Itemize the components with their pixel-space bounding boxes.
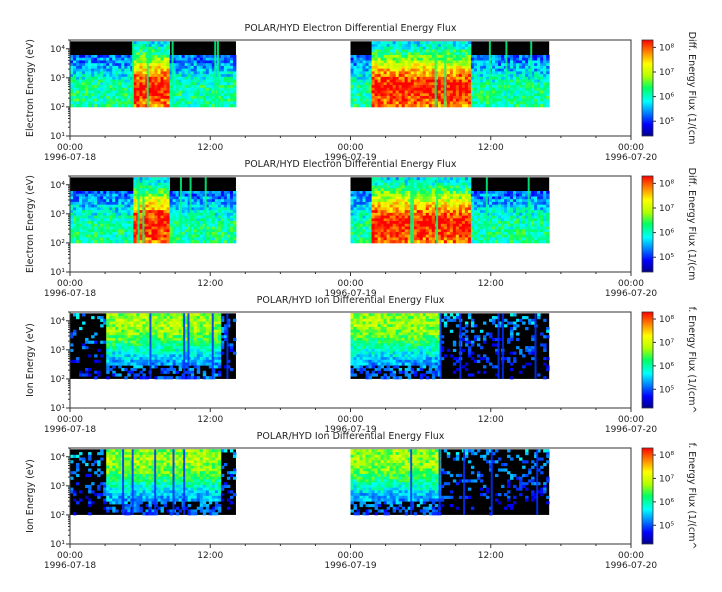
spectrogram-segment [350, 177, 550, 244]
x-tick-date: 1996-07-19 [324, 561, 377, 571]
y-tick-label: 10⁴ [50, 317, 65, 327]
colorbar-label: f. Energy Flux (1/(cm^ [686, 443, 697, 550]
y-axis-label: Ion Energy (eV) [25, 323, 36, 397]
y-tick-label: 10² [50, 239, 65, 249]
panel-3: POLAR/HYD Ion Differential Energy Flux 10… [25, 295, 697, 435]
colorbar-tick-label: 10⁶ [659, 229, 674, 239]
colorbar [641, 311, 654, 409]
colorbar-tick-label: 10⁵ [659, 117, 674, 127]
x-tick-time: 00:00 [57, 143, 83, 153]
x-tick-time: 12:00 [478, 279, 504, 289]
colorbar-tick-label: 10⁸ [659, 179, 674, 189]
x-tick-time: 12:00 [197, 279, 223, 289]
x-tick-time: 12:00 [478, 143, 504, 153]
colorbar-tick-label: 10⁵ [659, 253, 674, 263]
x-tick-date: 1996-07-20 [605, 153, 658, 163]
x-tick-time: 00:00 [57, 551, 83, 561]
y-tick-label: 10² [50, 103, 65, 113]
colorbar-label: f. Energy Flux (1/(cm^ [686, 307, 697, 414]
panel-1: POLAR/HYD Electron Differential Energy F… [25, 23, 697, 163]
colorbar-tick-label: 10⁷ [659, 204, 674, 214]
colorbar-tick-label: 10⁷ [659, 338, 674, 348]
x-tick-time: 12:00 [197, 415, 223, 425]
colorbar-tick-label: 10⁶ [659, 362, 674, 372]
colorbar-tick-label: 10⁷ [659, 474, 674, 484]
x-tick-time: 12:00 [478, 415, 504, 425]
y-tick-label: 10³ [50, 346, 65, 356]
x-tick-time: 00:00 [57, 415, 83, 425]
colorbar-tick-label: 10⁷ [659, 68, 674, 78]
x-tick-time: 12:00 [197, 551, 223, 561]
y-tick-label: 10¹ [50, 540, 65, 550]
colorbar [641, 39, 654, 137]
x-tick-time: 00:00 [338, 143, 364, 153]
spectrogram-segment [70, 313, 237, 380]
x-tick-date: 1996-07-20 [605, 425, 658, 435]
y-tick-label: 10² [50, 511, 65, 521]
colorbar-tick-label: 10⁶ [659, 93, 674, 103]
panel-title: POLAR/HYD Ion Differential Energy Flux [257, 431, 445, 442]
spectrogram-segment [70, 41, 237, 108]
x-tick-date: 1996-07-18 [44, 561, 97, 571]
x-tick-date: 1996-07-18 [44, 153, 97, 163]
y-tick-label: 10¹ [50, 268, 65, 278]
x-tick-time: 00:00 [618, 143, 644, 153]
panel-4: POLAR/HYD Ion Differential Energy Flux 10… [25, 431, 697, 571]
y-tick-label: 10² [50, 375, 65, 385]
colorbar-tick-label: 10⁵ [659, 521, 674, 531]
y-tick-label: 10⁴ [50, 453, 65, 463]
x-tick-date: 1996-07-19 [324, 289, 377, 299]
y-tick-label: 10³ [50, 74, 65, 84]
x-tick-date: 1996-07-18 [44, 289, 97, 299]
colorbar-tick-label: 10⁸ [659, 43, 674, 53]
y-tick-label: 10⁴ [50, 45, 65, 55]
x-tick-date: 1996-07-18 [44, 425, 97, 435]
x-tick-time: 12:00 [478, 551, 504, 561]
spectrogram-segment [70, 177, 237, 244]
panel-title: POLAR/HYD Electron Differential Energy F… [244, 23, 456, 34]
colorbar-tick-label: 10⁸ [659, 315, 674, 325]
y-tick-label: 10³ [50, 210, 65, 220]
x-tick-date: 1996-07-20 [605, 289, 658, 299]
spectrogram-segment [350, 313, 550, 380]
panel-title: POLAR/HYD Ion Differential Energy Flux [257, 295, 445, 306]
x-tick-time: 12:00 [197, 143, 223, 153]
colorbar-tick-label: 10⁸ [659, 451, 674, 461]
y-axis-label: Ion Energy (eV) [25, 459, 36, 533]
colorbar-label: Diff. Energy Flux (1/(cm [686, 32, 697, 145]
y-tick-label: 10¹ [50, 132, 65, 142]
y-tick-label: 10¹ [50, 404, 65, 414]
x-tick-time: 00:00 [338, 279, 364, 289]
colorbar-tick-label: 10⁶ [659, 498, 674, 508]
colorbar [641, 175, 654, 273]
y-tick-label: 10³ [50, 482, 65, 492]
spectrogram-segment [350, 449, 550, 516]
panel-title: POLAR/HYD Electron Differential Energy F… [244, 159, 456, 170]
x-tick-date: 1996-07-20 [605, 561, 658, 571]
spectrogram-segment [350, 41, 550, 108]
panel-2: POLAR/HYD Electron Differential Energy F… [25, 159, 697, 299]
x-tick-date: 1996-07-19 [324, 153, 377, 163]
x-tick-time: 00:00 [618, 279, 644, 289]
y-axis-label: Electron Energy (eV) [25, 39, 36, 137]
x-tick-date: 1996-07-19 [324, 425, 377, 435]
colorbar-label: Diff. Energy Flux (1/(cm [686, 168, 697, 281]
x-tick-time: 00:00 [338, 551, 364, 561]
spectrogram-segment [70, 449, 237, 516]
y-axis-label: Electron Energy (eV) [25, 175, 36, 273]
x-tick-time: 00:00 [338, 415, 364, 425]
x-tick-time: 00:00 [618, 415, 644, 425]
colorbar-tick-label: 10⁵ [659, 385, 674, 395]
x-tick-time: 00:00 [618, 551, 644, 561]
x-tick-time: 00:00 [57, 279, 83, 289]
colorbar [641, 447, 654, 545]
y-tick-label: 10⁴ [50, 181, 65, 191]
